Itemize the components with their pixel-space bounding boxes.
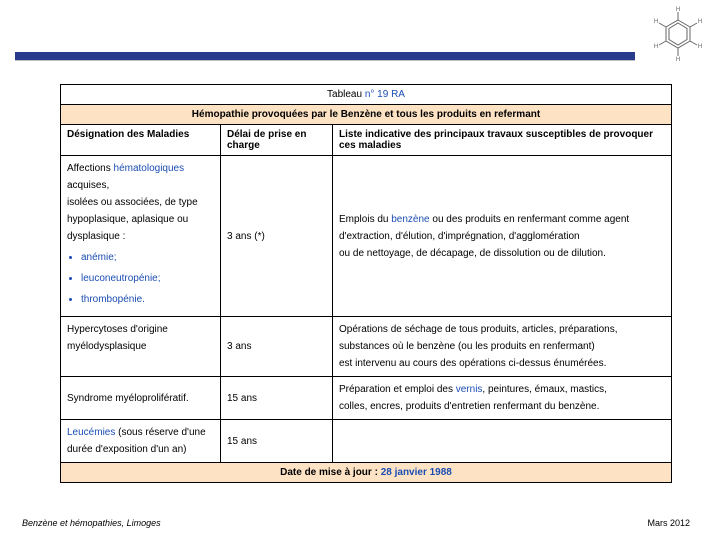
text: durée d'exposition d'un an) (67, 444, 186, 455)
row3-travaux: Préparation et emploi des vernis, peintu… (333, 377, 672, 420)
text: Préparation et emploi des (339, 384, 456, 395)
text: d'extraction, d'élution, d'imprégnation,… (339, 231, 580, 242)
row2-maladies: Hypercytoses d'origine myélodysplasique (61, 317, 221, 377)
text: Opérations de séchage de tous produits, … (339, 324, 618, 335)
text: myélodysplasique (67, 341, 147, 352)
text: (sous réserve d'une (115, 427, 205, 438)
text: ou de nettoyage, de décapage, de dissolu… (339, 248, 606, 259)
header-col1: Désignation des Maladies (61, 125, 221, 156)
bullet-item[interactable]: leuconeutropénie; (81, 270, 214, 287)
row2-travaux: Opérations de séchage de tous produits, … (333, 317, 672, 377)
svg-text:H: H (698, 19, 702, 25)
row4-delai: 15 ans (221, 420, 333, 463)
text: Emplois du (339, 214, 391, 225)
benzene-molecule-icon: H H H H H H (648, 6, 708, 62)
row3-delai: 15 ans (221, 377, 333, 420)
svg-text:H: H (654, 44, 658, 50)
link-text[interactable]: Leucémies (67, 427, 115, 438)
text: colles, encres, produits d'entretien ren… (339, 401, 599, 412)
text: substances où le benzène (ou les produit… (339, 341, 595, 352)
table-row: Hypercytoses d'origine myélodysplasique … (61, 317, 672, 377)
header-col2: Délai de prise en charge (221, 125, 333, 156)
text: ou des produits en renfermant comme agen… (430, 214, 630, 225)
row4-maladies: Leucémies (sous réserve d'une durée d'ex… (61, 420, 221, 463)
table-subtitle-row: Hémopathie provoquées par le Benzène et … (61, 105, 672, 125)
bullet-list: anémie; leuconeutropénie; thrombopénie. (67, 249, 214, 308)
table-title-link[interactable]: n° 19 RA (365, 89, 405, 100)
text: est intervenu au cours des opérations ci… (339, 358, 606, 369)
header-col3: Liste indicative des principaux travaux … (333, 125, 672, 156)
row2-delai: 3 ans (221, 317, 333, 377)
table-title-prefix: Tableau (327, 89, 365, 100)
row4-travaux (333, 420, 672, 463)
text: dysplasique : (67, 231, 125, 242)
table-header-row: Désignation des Maladies Délai de prise … (61, 125, 672, 156)
table-row: Affections hématologiques acquises, isol… (61, 156, 672, 317)
row1-delai: 3 ans (*) (221, 156, 333, 317)
svg-text:H: H (676, 57, 680, 62)
svg-text:H: H (676, 7, 680, 13)
disease-table: Tableau n° 19 RA Hémopathie provoquées p… (60, 84, 672, 483)
text: isolées ou associées, de type (67, 197, 198, 208)
table-subtitle: Hémopathie provoquées par le Benzène et … (61, 105, 672, 125)
text: , peintures, émaux, mastics, (482, 384, 607, 395)
text: Affections (67, 163, 114, 174)
footer-date-link[interactable]: 28 janvier 1988 (381, 467, 452, 478)
footer-right: Mars 2012 (647, 518, 690, 528)
row3-maladies: Syndrome myéloprolifératif. (61, 377, 221, 420)
svg-text:H: H (654, 19, 658, 25)
table-footer-row: Date de mise à jour : 28 janvier 1988 (61, 463, 672, 483)
bullet-item[interactable]: thrombopénie. (81, 291, 214, 308)
table-row: Syndrome myéloprolifératif. 15 ans Prépa… (61, 377, 672, 420)
row1-maladies: Affections hématologiques acquises, isol… (61, 156, 221, 317)
link-text[interactable]: benzène (391, 214, 429, 225)
footer-left: Benzène et hémopathies, Limoges (22, 518, 161, 528)
text: acquises, (67, 180, 109, 191)
header-underline (15, 60, 635, 61)
link-text[interactable]: vernis (456, 384, 483, 395)
row1-travaux: Emplois du benzène ou des produits en re… (333, 156, 672, 317)
footer-label: Date de mise à jour : (280, 467, 381, 478)
link-text[interactable]: hématologiques (114, 163, 185, 174)
table-title-row: Tableau n° 19 RA (61, 85, 672, 105)
text: Hypercytoses d'origine (67, 324, 168, 335)
table-row: Leucémies (sous réserve d'une durée d'ex… (61, 420, 672, 463)
text: hypoplasique, aplasique ou (67, 214, 188, 225)
bullet-item[interactable]: anémie; (81, 249, 214, 266)
svg-text:H: H (698, 44, 702, 50)
header-bar (15, 52, 635, 60)
